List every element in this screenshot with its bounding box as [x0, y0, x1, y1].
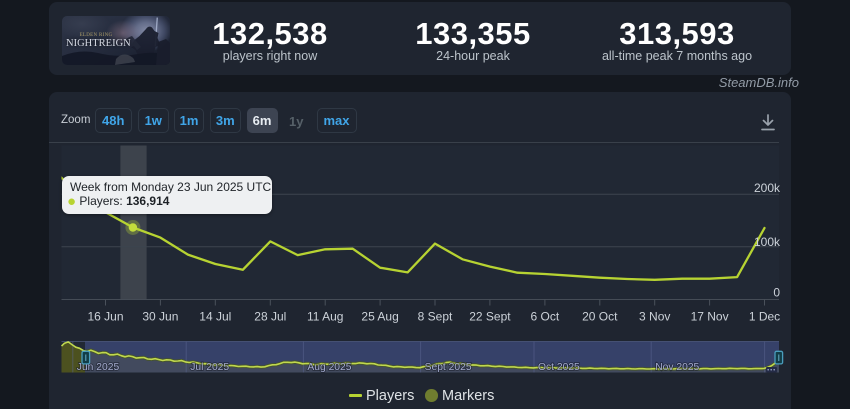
svg-text:20 Oct: 20 Oct — [582, 310, 618, 324]
svg-text:11 Aug: 11 Aug — [307, 310, 343, 324]
svg-text:Jul 2025: Jul 2025 — [190, 362, 229, 373]
svg-text:100k: 100k — [754, 235, 781, 249]
svg-text:25 Aug: 25 Aug — [361, 310, 398, 324]
svg-text:Sept 2025: Sept 2025 — [425, 362, 472, 373]
svg-text:Aug 2025: Aug 2025 — [307, 362, 351, 373]
svg-text:8 Sept: 8 Sept — [418, 310, 453, 324]
svg-text:14 Jul: 14 Jul — [199, 310, 231, 324]
svg-text:Nov 2025: Nov 2025 — [655, 362, 699, 373]
svg-text:17 Nov: 17 Nov — [691, 310, 729, 324]
svg-text:6 Oct: 6 Oct — [531, 310, 560, 324]
svg-text:16 Jun: 16 Jun — [87, 310, 123, 324]
svg-text:3 Nov: 3 Nov — [639, 310, 670, 324]
svg-text:200k: 200k — [754, 181, 781, 195]
svg-text:1 Dec: 1 Dec — [749, 310, 780, 324]
svg-text:28 Jul: 28 Jul — [254, 310, 286, 324]
svg-text:22 Sept: 22 Sept — [469, 310, 511, 324]
svg-text:0: 0 — [773, 286, 780, 300]
svg-text:30 Jun: 30 Jun — [142, 310, 178, 324]
svg-text:Oct 2025: Oct 2025 — [538, 362, 580, 373]
